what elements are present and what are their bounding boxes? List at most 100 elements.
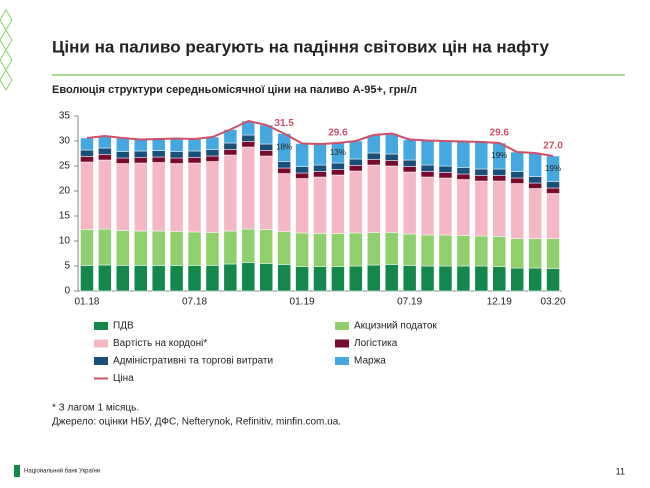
bar-segment <box>169 151 184 159</box>
bar-segment <box>384 165 399 233</box>
x-tick-label: 07.18 <box>182 297 207 308</box>
y-tick-label: 10 <box>59 236 71 247</box>
bar-segment <box>456 235 471 267</box>
bar-segment <box>116 265 130 292</box>
bar-segment <box>205 155 220 162</box>
bar-segment <box>295 166 309 174</box>
chart-title: Еволюція структури середньомісячної ціни… <box>52 84 417 96</box>
bar-segment <box>80 161 94 230</box>
bar-segment <box>474 141 489 170</box>
bar-segment <box>187 162 202 233</box>
bar-segment <box>187 157 202 164</box>
bar-segment <box>98 147 112 155</box>
bar-segment <box>402 265 417 292</box>
bar-segment <box>133 265 148 292</box>
bar-segment <box>384 232 399 265</box>
legend-swatch <box>335 357 349 365</box>
bar-segment <box>205 161 220 233</box>
bar-segment <box>420 164 435 172</box>
bar-segment <box>187 150 202 158</box>
bar-segment <box>277 161 291 169</box>
legend-label: Адміністративні та торгові витрати <box>113 356 273 367</box>
bar-segment <box>331 162 345 170</box>
bar-segment <box>313 233 327 267</box>
bar-segment <box>384 160 399 167</box>
bar-segment <box>205 265 220 292</box>
bar-segment <box>116 151 130 159</box>
price-label: 27.0 <box>543 141 563 152</box>
bar-segment <box>349 158 363 166</box>
bar-segment <box>169 138 184 152</box>
bar-segment <box>151 162 166 232</box>
bar-segment <box>187 231 202 266</box>
bar-segment <box>367 134 381 154</box>
bar-segment <box>384 153 399 161</box>
x-tick-label: 07.19 <box>397 297 422 308</box>
bar-segment <box>169 231 184 266</box>
bar-segment <box>223 230 238 265</box>
legend-label: Ціна <box>113 373 134 384</box>
bar-segment <box>420 171 435 178</box>
legend-label: Акцизний податок <box>354 321 437 332</box>
bar-segment <box>187 138 202 152</box>
price-label: 29.6 <box>328 128 348 139</box>
bar-segment <box>133 162 148 232</box>
bar-segment <box>528 182 542 189</box>
bar-segment <box>259 263 273 292</box>
bar-segment <box>98 135 112 149</box>
bar-segment <box>259 150 273 157</box>
bar-segment <box>80 156 94 163</box>
legend-swatch <box>94 322 108 330</box>
bar-segment <box>116 163 130 231</box>
legend-label: Вартість на кордоні* <box>113 338 207 349</box>
bar-segment <box>151 156 166 163</box>
bar-segment <box>402 166 417 173</box>
bar-segment <box>295 266 309 292</box>
share-label: 19% <box>545 164 561 173</box>
bar-segment <box>313 171 327 178</box>
page-number: 11 <box>616 466 625 476</box>
bar-segment <box>438 234 453 267</box>
bar-segment <box>205 136 220 150</box>
bar-segment <box>80 229 94 266</box>
bar-segment <box>241 262 256 292</box>
price-line <box>86 119 554 157</box>
bar-segment <box>169 265 184 292</box>
bar-segment <box>492 175 507 182</box>
x-tick-label: 01.18 <box>74 297 99 308</box>
bar-segment <box>546 187 560 194</box>
bar-segment <box>402 233 417 266</box>
bar-segment <box>313 176 327 234</box>
bar-segment <box>98 228 112 266</box>
bar-segment <box>223 149 238 156</box>
bar-segment <box>546 181 560 189</box>
bar-segment <box>367 264 381 292</box>
bar-segment <box>313 164 327 172</box>
bar-segment <box>241 146 256 230</box>
bar-segment <box>295 232 309 267</box>
bar-segment <box>151 138 166 151</box>
bar-segment <box>331 266 345 292</box>
bar-segment <box>367 159 381 166</box>
bar-segment <box>420 265 435 292</box>
bar-segment <box>384 133 399 155</box>
bar-segment <box>546 238 560 269</box>
bar-segment <box>456 141 471 168</box>
bar-segment <box>98 264 112 292</box>
logo-text: Національний банк України <box>24 468 100 475</box>
bar-segment <box>116 230 130 266</box>
bar-segment <box>187 265 202 292</box>
bar-segment <box>456 265 471 292</box>
bar-segment <box>546 193 560 239</box>
bar-segment <box>151 230 166 266</box>
bar-segment <box>349 232 363 267</box>
bar-segment <box>528 188 542 239</box>
bar-segment <box>510 238 524 269</box>
bar-segment <box>259 229 273 264</box>
bar-segment <box>133 150 148 158</box>
bar-segment <box>98 154 112 161</box>
bar-segment <box>510 183 524 239</box>
bar-segment <box>474 235 489 267</box>
bar-segment <box>349 170 363 234</box>
